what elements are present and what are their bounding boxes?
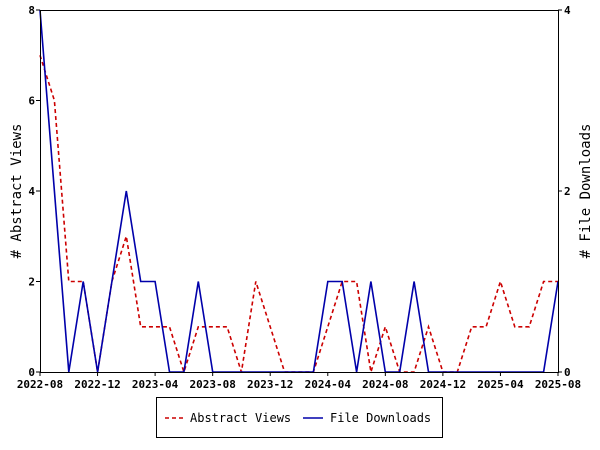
x-tick-label: 2025-04 (477, 378, 524, 391)
plot-frame (40, 10, 559, 373)
legend: Abstract Views File Downloads (156, 397, 443, 438)
left-tick-label: 2 (28, 276, 35, 289)
right-tick-label: 0 (564, 366, 571, 379)
x-tick-label: 2022-12 (74, 378, 120, 391)
x-tick-label: 2023-08 (189, 378, 235, 391)
left-tick-label: 8 (28, 4, 35, 17)
x-tick-label: 2023-04 (132, 378, 179, 391)
x-tick-label: 2024-08 (362, 378, 408, 391)
left-axis: 0 2 4 6 8 (28, 4, 40, 379)
legend-label-file-downloads: File Downloads (330, 411, 431, 425)
series-layer (39, 9, 559, 375)
right-axis: 0 2 4 (558, 4, 571, 379)
right-tick-label: 4 (564, 4, 571, 17)
right-axis-title: # File Downloads (578, 124, 594, 259)
x-axis: 2022-08 2022-12 2023-04 2023-08 2023-12 2024-… (17, 372, 581, 391)
left-axis-title: # Abstract Views (9, 124, 25, 259)
legend-label-abstract-views: Abstract Views (190, 411, 291, 425)
series-line-file-downloads (39, 9, 559, 373)
series-line-abstract-views (39, 55, 558, 375)
x-tick-label: 2024-12 (420, 378, 466, 391)
left-tick-label: 6 (28, 95, 35, 108)
left-tick-label: 4 (28, 185, 35, 198)
x-tick-label: 2025-08 (535, 378, 581, 391)
legend-box (156, 397, 443, 438)
x-tick-label: 2024-04 (305, 378, 352, 391)
x-tick-label: 2023-12 (247, 378, 293, 391)
left-tick-label: 0 (28, 366, 35, 379)
x-tick-label: 2022-08 (17, 378, 63, 391)
right-tick-label: 2 (564, 185, 571, 198)
